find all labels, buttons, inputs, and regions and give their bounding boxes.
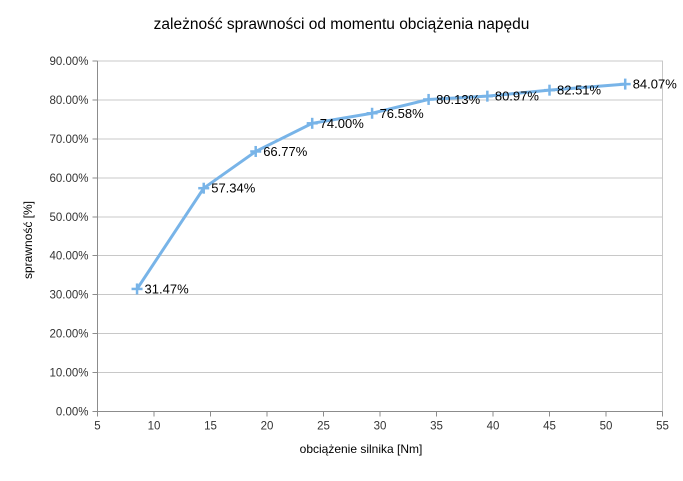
- y-axis-tick-label: 20.00%: [49, 329, 88, 341]
- data-point-label: 84.07%: [633, 77, 678, 92]
- data-point-label: 74.00%: [320, 116, 365, 131]
- y-axis-tick-label: 40.00%: [49, 251, 88, 263]
- x-axis-tick-label: 15: [204, 421, 217, 433]
- x-axis-tick-label: 45: [543, 421, 556, 433]
- data-point-label: 57.34%: [211, 181, 256, 196]
- x-axis-tick-label: 10: [148, 421, 161, 433]
- y-axis-tick-label: 80.00%: [49, 95, 88, 107]
- y-axis-tick-label: 60.00%: [49, 173, 88, 185]
- y-axis-tick-label: 90.00%: [49, 56, 88, 68]
- data-point-label: 31.47%: [145, 281, 190, 296]
- data-point-label: 80.13%: [436, 92, 481, 107]
- y-axis-tick-label: 30.00%: [49, 290, 88, 302]
- x-axis-tick-label: 5: [94, 421, 100, 433]
- x-axis-tick-label: 40: [487, 421, 500, 433]
- y-axis-tick-label: 10.00%: [49, 368, 88, 380]
- chart-title: zależność sprawności od momentu obciążen…: [153, 16, 530, 33]
- y-axis-tick-label: 0.00%: [56, 407, 89, 419]
- x-axis-tick-label: 25: [317, 421, 330, 433]
- y-axis-tick-label: 70.00%: [49, 134, 88, 146]
- data-point-label: 80.97%: [495, 89, 540, 104]
- x-axis-title: obciążenie silnika [Nm]: [299, 442, 423, 456]
- x-axis-tick-label: 35: [430, 421, 443, 433]
- data-point-label: 76.58%: [380, 106, 425, 121]
- y-axis-title: sprawność [%]: [21, 200, 35, 280]
- x-axis-tick-label: 30: [374, 421, 387, 433]
- data-point-label: 82.51%: [557, 83, 602, 98]
- x-axis-tick-label: 50: [600, 421, 613, 433]
- y-axis-tick-label: 50.00%: [49, 212, 88, 224]
- data-point-label: 66.77%: [263, 144, 308, 159]
- x-axis-tick-label: 55: [656, 421, 669, 433]
- x-axis-tick-label: 20: [261, 421, 274, 433]
